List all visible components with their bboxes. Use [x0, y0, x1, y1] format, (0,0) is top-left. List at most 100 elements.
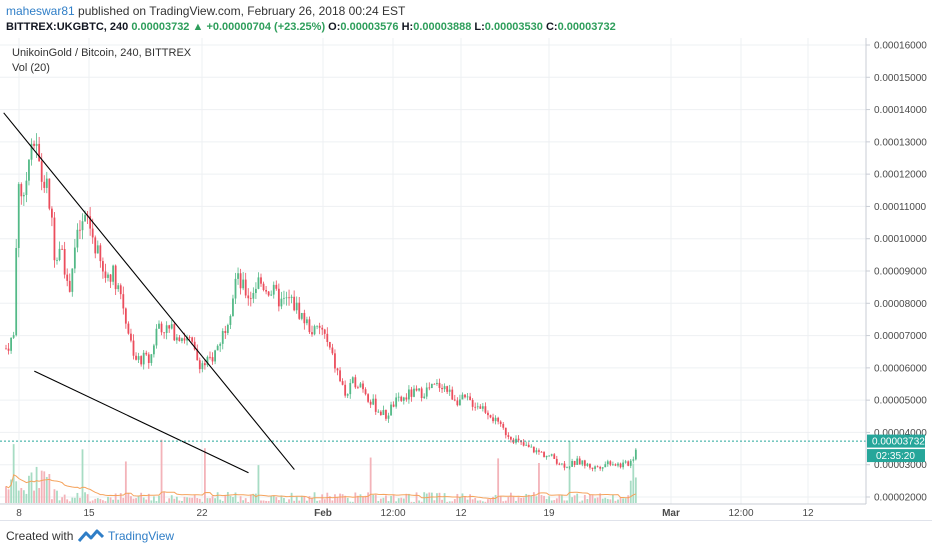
price-axis[interactable]: 0.00016000 0.00015000 0.00014000 0.00013000… — [866, 41, 927, 504]
candle-body — [142, 352, 145, 365]
candle-body — [158, 323, 160, 329]
price-chart[interactable]: 0.00016000 0.00015000 0.00014000 0.00013000… — [0, 38, 932, 518]
volume-bar — [379, 498, 382, 503]
candle-body — [525, 444, 528, 446]
tradingview-brand[interactable]: TradingView — [78, 526, 174, 546]
candle-body — [583, 460, 586, 466]
volume-bar — [392, 494, 395, 503]
candle-body — [530, 446, 533, 448]
candle-body — [545, 455, 548, 458]
volume-bar — [594, 498, 596, 503]
candles — [5, 133, 637, 472]
candle-body — [272, 284, 275, 295]
y-tick-label: 0.00015000 — [874, 73, 927, 84]
time-axis[interactable]: 8 15 22 Feb 12:00 12 19 Mar 12:00 12 — [16, 508, 814, 518]
candle-body — [122, 294, 125, 309]
candle-body — [387, 415, 390, 419]
candle-body — [471, 399, 474, 407]
volume-bar — [328, 496, 331, 503]
candle-body — [578, 458, 581, 465]
volume-bar — [216, 492, 219, 503]
volume-bar — [596, 497, 599, 503]
volume-bar — [387, 501, 390, 503]
candle-body — [510, 436, 512, 440]
volume-bar — [79, 497, 81, 503]
volume-bar — [535, 496, 538, 503]
volume-bar — [323, 499, 326, 503]
candle-body — [99, 245, 102, 262]
candle-body — [367, 394, 369, 402]
y-tick-label: 0.00003000 — [874, 460, 927, 471]
candle-body — [209, 356, 211, 358]
candle-body — [441, 387, 443, 390]
candle-body — [221, 331, 224, 344]
candle-body — [596, 466, 599, 468]
volume-bar — [609, 499, 612, 503]
volume-bar — [107, 496, 109, 503]
candle-body — [629, 460, 632, 466]
symbol: BITTREX:UKGBTC, 240 — [6, 21, 129, 33]
volume-bar — [550, 500, 553, 503]
volume-bar — [35, 466, 38, 503]
candle-body — [382, 410, 385, 416]
volume-bar — [374, 494, 377, 503]
candle-body — [135, 355, 137, 360]
candle-body — [257, 277, 260, 289]
volume-bar — [272, 495, 275, 503]
candle-body — [196, 349, 199, 361]
candle-body — [351, 377, 354, 383]
volume-bar — [206, 498, 209, 503]
volume-bar — [89, 501, 92, 503]
candle-body — [568, 466, 571, 468]
volume-bar — [606, 498, 609, 503]
trendline-1[interactable] — [3, 112, 295, 470]
volume-bar — [336, 496, 339, 503]
volume-bar — [395, 501, 398, 503]
candle-body — [464, 394, 466, 398]
candle-body — [341, 381, 344, 385]
candle-body — [413, 388, 415, 397]
y-tick-label: 0.00011000 — [874, 202, 927, 213]
candle-body — [586, 463, 589, 466]
candle-body — [459, 399, 461, 406]
y-tick-label: 0.00008000 — [874, 299, 927, 310]
ticker-line: BITTREX:UKGBTC, 240 0.00003732 ▲ +0.0000… — [6, 21, 616, 33]
candle-body — [214, 350, 216, 362]
volume-bar — [311, 497, 313, 503]
volume-bar — [357, 495, 359, 503]
volume-bar — [308, 496, 311, 503]
volume-bar — [219, 499, 222, 503]
trendline-2[interactable] — [34, 370, 249, 474]
candle-body — [175, 337, 178, 341]
candle-body — [461, 394, 464, 400]
candle-body — [91, 228, 94, 238]
last-price: 0.00003732 — [131, 21, 190, 33]
volume-bar — [12, 444, 15, 503]
candle-body — [63, 249, 66, 275]
candle-body — [178, 337, 181, 342]
volume-bar — [48, 473, 51, 503]
volume-bar — [30, 472, 33, 503]
candle-body — [267, 291, 270, 296]
volume-bar — [474, 497, 477, 503]
volume-bar — [515, 500, 517, 503]
candle-body — [553, 454, 556, 459]
candle-body — [114, 265, 117, 290]
volume-bar — [99, 498, 102, 503]
volume-bar — [137, 495, 140, 503]
x-tick-label: 19 — [543, 508, 555, 518]
x-tick-label: 12:00 — [380, 508, 405, 518]
volume-bar — [525, 493, 528, 503]
candle-body — [155, 328, 158, 346]
author-link[interactable]: maheswar81 — [6, 4, 75, 18]
volume-bar — [270, 495, 273, 503]
candle-body — [45, 178, 48, 188]
volume-bar — [420, 501, 423, 503]
y-tick-label: 0.00006000 — [874, 363, 927, 374]
open-value: 0.00003576 — [340, 21, 399, 33]
volume-bar — [193, 494, 196, 503]
candle-body — [191, 337, 194, 342]
y-tick-label: 0.00013000 — [874, 137, 927, 148]
candle-body — [163, 332, 165, 334]
candle-body — [206, 356, 209, 366]
